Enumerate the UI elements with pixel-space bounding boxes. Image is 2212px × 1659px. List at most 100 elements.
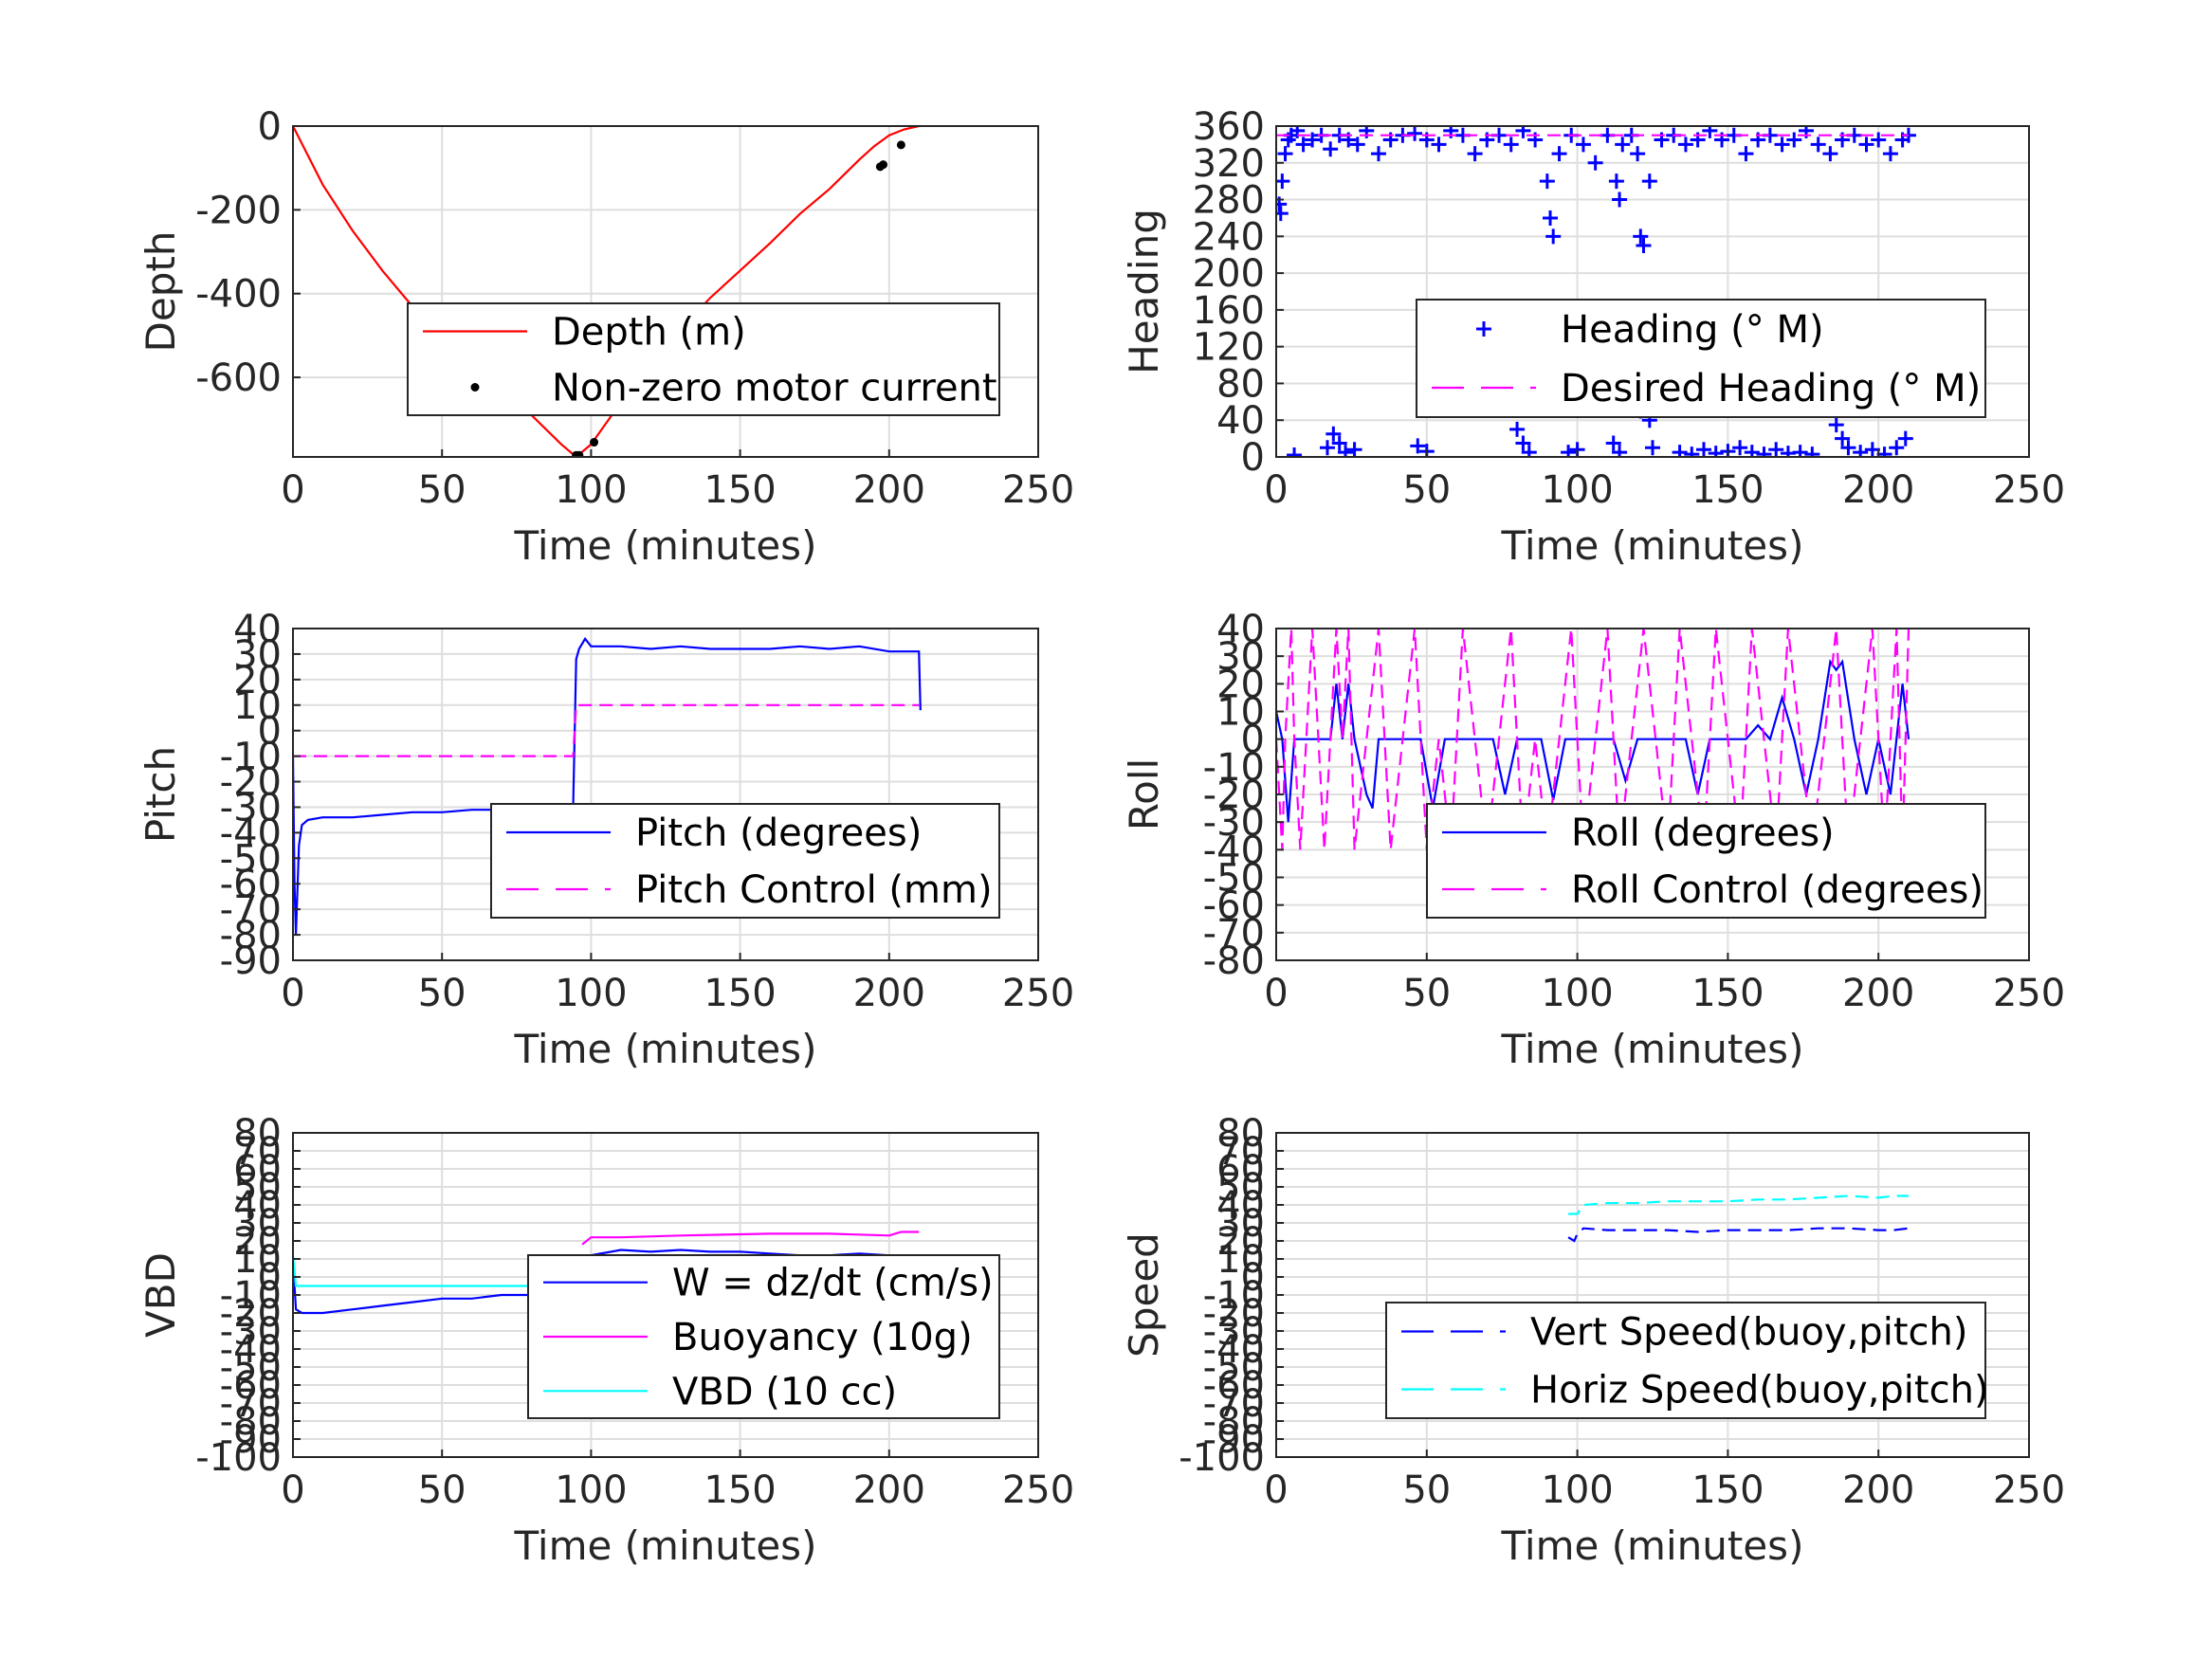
heading-xlabel: Time (minutes) xyxy=(1501,522,1804,569)
heading-series-0-marker xyxy=(1431,137,1447,153)
heading-ylabel: Heading xyxy=(1121,209,1167,374)
speed-xtick-label: 250 xyxy=(1993,1468,2065,1512)
pitch-ytick-label: -90 xyxy=(220,939,282,983)
vbd-chart: 0 50 100 150 200 250-100-90-80-70-60-50-40-30… xyxy=(137,1112,1074,1569)
depth-series-1-point xyxy=(575,450,584,457)
pitch-series-1-line xyxy=(293,703,920,757)
roll-series-1-line xyxy=(1276,629,1910,850)
pitch-ytick-label: 10 xyxy=(233,684,282,728)
speed-ytick-label: -60 xyxy=(1203,1364,1265,1408)
depth-series-1-point xyxy=(879,160,888,170)
roll-xtick-label: 150 xyxy=(1691,972,1764,1015)
pitch-axes-frame xyxy=(292,628,1039,961)
speed-ytick-label: 60 xyxy=(1216,1148,1265,1192)
depth-ytick-label: -600 xyxy=(195,356,282,400)
depth-xtick-label: 150 xyxy=(704,468,776,512)
depth-axes-frame xyxy=(292,125,1039,458)
depth-xtick-label: 0 xyxy=(281,468,304,512)
pitch-ytick-label: -40 xyxy=(220,811,282,855)
depth-legend-label: Depth (m) xyxy=(552,311,746,355)
heading-ytick-label: 160 xyxy=(1193,289,1265,333)
vbd-ytick-label: 60 xyxy=(233,1148,282,1192)
heading-series-0-marker xyxy=(1677,137,1693,153)
speed-series-0-line xyxy=(1567,1227,1910,1243)
speed-ytick-label: -50 xyxy=(1203,1346,1265,1390)
speed-plot-area xyxy=(1567,1194,1910,1243)
heading-series-0-marker xyxy=(1864,442,1880,457)
heading-series-0-marker xyxy=(1858,137,1874,153)
heading-series-0-marker xyxy=(1804,447,1820,457)
heading-series-0-marker xyxy=(1338,445,1354,457)
heading-series-0-marker xyxy=(1822,146,1838,162)
pitch-ytick-label: -10 xyxy=(220,736,282,779)
heading-series-0-marker xyxy=(1467,146,1483,162)
speed-ytick-label: -30 xyxy=(1203,1310,1265,1354)
heading-series-0-marker xyxy=(1756,447,1772,457)
pitch-ytick-label: -20 xyxy=(220,761,282,805)
roll-legend-box xyxy=(1426,803,1986,919)
vbd-xtick-label: 150 xyxy=(704,1468,776,1512)
heading-series-0-marker xyxy=(1276,173,1290,190)
depth-ytick-label: -400 xyxy=(195,273,282,317)
roll-ytick-label: 0 xyxy=(1241,719,1265,762)
speed-ytick-label: 20 xyxy=(1216,1220,1265,1264)
vbd-xtick-label: 50 xyxy=(418,1468,466,1512)
depth-ytick-label: 0 xyxy=(258,105,282,149)
heading-series-0-marker xyxy=(1876,447,1892,457)
roll-ylabel: Roll xyxy=(1121,758,1167,830)
heading-series-0-marker xyxy=(1331,435,1347,451)
vbd-ytick-label: -90 xyxy=(220,1418,282,1462)
heading-series-0-marker xyxy=(1515,435,1531,451)
roll-ytick-label: -40 xyxy=(1203,829,1265,872)
roll-xtick-label: 0 xyxy=(1264,972,1288,1015)
heading-series-0-marker xyxy=(1636,238,1652,254)
speed-ytick-label: -90 xyxy=(1203,1418,1265,1462)
pitch-xtick-label: 50 xyxy=(418,972,466,1015)
heading-legend: Heading (° M) Desired Heading (° M) xyxy=(1416,299,1986,418)
roll-ytick-label: 20 xyxy=(1216,663,1265,706)
pitch-ytick-label: 40 xyxy=(233,608,282,651)
speed-ytick-label: -20 xyxy=(1203,1292,1265,1336)
heading-series-0-marker xyxy=(1587,155,1603,171)
speed-xtick-label: 0 xyxy=(1264,1468,1288,1512)
heading-plot-area xyxy=(1276,126,1916,457)
heading-ytick-label: 80 xyxy=(1216,362,1265,406)
speed-ytick-label: -100 xyxy=(1179,1436,1265,1480)
speed-ytick-label: 30 xyxy=(1216,1202,1265,1246)
heading-series-0-marker xyxy=(1708,446,1724,457)
heading-series-0-marker xyxy=(1684,447,1700,457)
heading-xtick-label: 100 xyxy=(1541,468,1613,512)
roll-series-0-line xyxy=(1276,659,1910,823)
heading-series-0-marker xyxy=(1323,141,1339,157)
speed-ytick-label: 80 xyxy=(1216,1112,1265,1156)
heading-ytick-label: 360 xyxy=(1193,105,1265,149)
heading-xtick-label: 200 xyxy=(1842,468,1914,512)
heading-series-0-marker xyxy=(1349,137,1365,153)
vbd-legend: W = dz/dt (cm/s) Buoyancy (10g) VBD (10 cc… xyxy=(527,1254,1000,1419)
roll-ytick-label: -60 xyxy=(1203,884,1265,928)
heading-series-0-marker xyxy=(1612,191,1628,208)
heading-series-0-marker xyxy=(1287,447,1303,457)
depth-xlabel: Time (minutes) xyxy=(514,522,817,569)
vbd-ytick-label: -10 xyxy=(220,1274,282,1318)
speed-ylabel: Speed xyxy=(1121,1232,1167,1358)
heading-series-0-marker xyxy=(1835,430,1851,447)
pitch-legend-label: Pitch Control (mm) xyxy=(635,868,993,912)
heading-ytick-label: 320 xyxy=(1193,142,1265,186)
depth-chart: 0 50 100 150 200 250 -600 -400 -200 0 Time (minute… xyxy=(137,105,1074,569)
vbd-ytick-label: 50 xyxy=(233,1166,282,1210)
pitch-plot-area xyxy=(293,636,922,936)
pitch-ytick-label: -80 xyxy=(220,914,282,957)
vbd-ytick-label: -60 xyxy=(220,1364,282,1408)
heading-series-0-marker xyxy=(1346,442,1362,457)
speed-ytick-label: -10 xyxy=(1203,1274,1265,1318)
heading-legend-box xyxy=(1416,299,1986,418)
heading-series-0-marker xyxy=(1305,132,1321,148)
heading-series-0-marker xyxy=(1786,132,1802,148)
heading-series-0-marker xyxy=(1605,435,1621,451)
heading-series-0-marker xyxy=(1645,440,1660,456)
vbd-ytick-label: 20 xyxy=(233,1220,282,1264)
heading-series-0-marker xyxy=(1810,137,1826,153)
speed-series-1-line xyxy=(1568,1194,1909,1215)
heading-series-0-marker xyxy=(1889,440,1905,456)
